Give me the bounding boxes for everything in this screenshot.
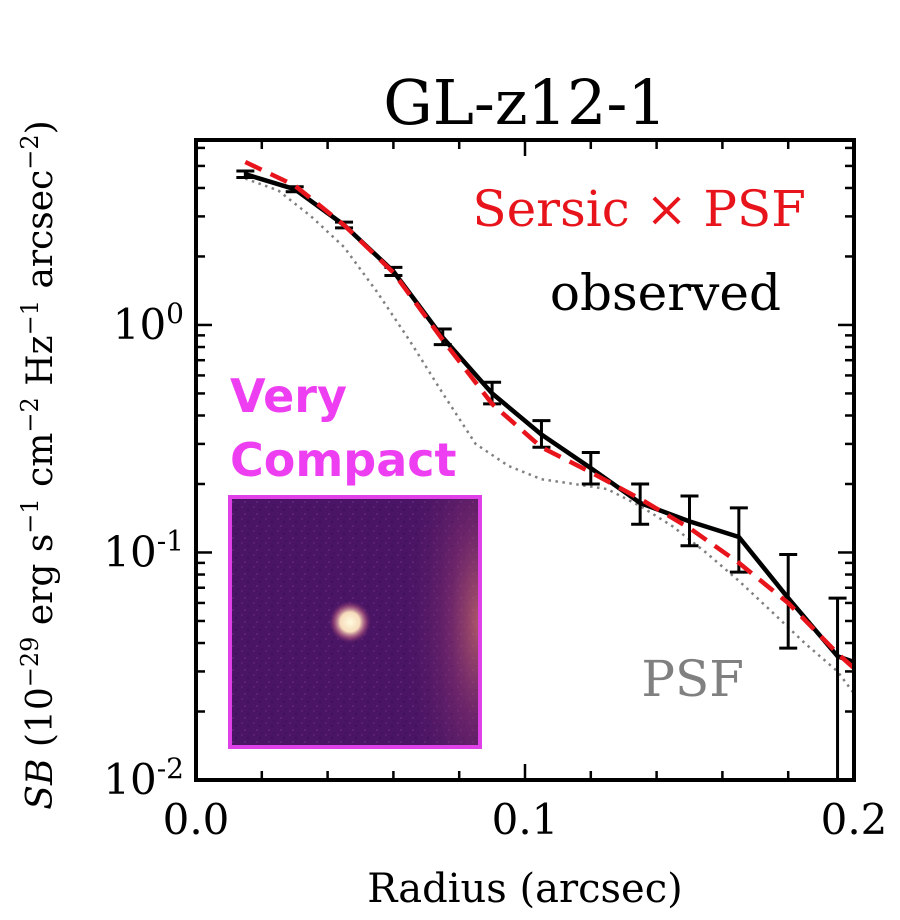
x-axis-label: Radius (arcsec) bbox=[367, 866, 682, 912]
y-label-part: erg s bbox=[20, 534, 61, 637]
error-bar bbox=[631, 482, 650, 526]
y-tick-label: 10-2 bbox=[103, 752, 184, 805]
inset-border bbox=[228, 495, 482, 749]
sersic-label: Sersic × PSF bbox=[472, 180, 806, 238]
y-label-part: ) bbox=[20, 120, 61, 134]
series-line-dotted bbox=[244, 177, 856, 695]
error-bar bbox=[532, 419, 551, 449]
y-label-part: arcsec bbox=[20, 170, 61, 300]
x-tick-label: 0.1 bbox=[492, 795, 559, 844]
error-bar bbox=[828, 596, 847, 782]
y-axis-label: SB (10−29 erg s−1 cm−2 Hz−1 arcsec−2) bbox=[16, 120, 61, 809]
inset-label-very: Very bbox=[230, 369, 347, 423]
y-label-part: −2 bbox=[16, 397, 44, 432]
y-label-part: −29 bbox=[16, 637, 44, 688]
chart-title: GL-z12-1 bbox=[383, 66, 667, 139]
error-bar bbox=[236, 169, 255, 179]
plot-frame bbox=[194, 138, 856, 782]
inset-label-compact: Compact bbox=[230, 433, 457, 487]
y-label-prefix: SB bbox=[20, 759, 61, 810]
observed-label: observed bbox=[550, 264, 781, 322]
x-tick-label: 0.0 bbox=[163, 795, 230, 844]
inset-group: Very Compact bbox=[228, 369, 482, 749]
psf-label: PSF bbox=[641, 650, 744, 708]
series-line-dashed bbox=[244, 159, 856, 670]
y-label-part: Hz bbox=[20, 335, 61, 397]
series-layer bbox=[236, 159, 856, 782]
y-label-part: −1 bbox=[16, 300, 44, 335]
x-tick-label: 0.2 bbox=[821, 795, 888, 844]
error-bar bbox=[680, 494, 699, 548]
error-bar bbox=[581, 451, 600, 486]
y-label-part: (10 bbox=[20, 687, 61, 758]
y-tick-label: 100 bbox=[113, 296, 184, 349]
y-label-part: −2 bbox=[16, 134, 44, 169]
y-label-part: cm bbox=[20, 433, 61, 499]
ticks-layer: 0.0 0.1 0.2 100 10-1 10-2 bbox=[103, 140, 887, 844]
y-tick-label: 10-1 bbox=[103, 524, 184, 577]
compact-source bbox=[328, 600, 372, 644]
y-label-part: −1 bbox=[16, 498, 44, 533]
inset-image bbox=[228, 495, 482, 749]
